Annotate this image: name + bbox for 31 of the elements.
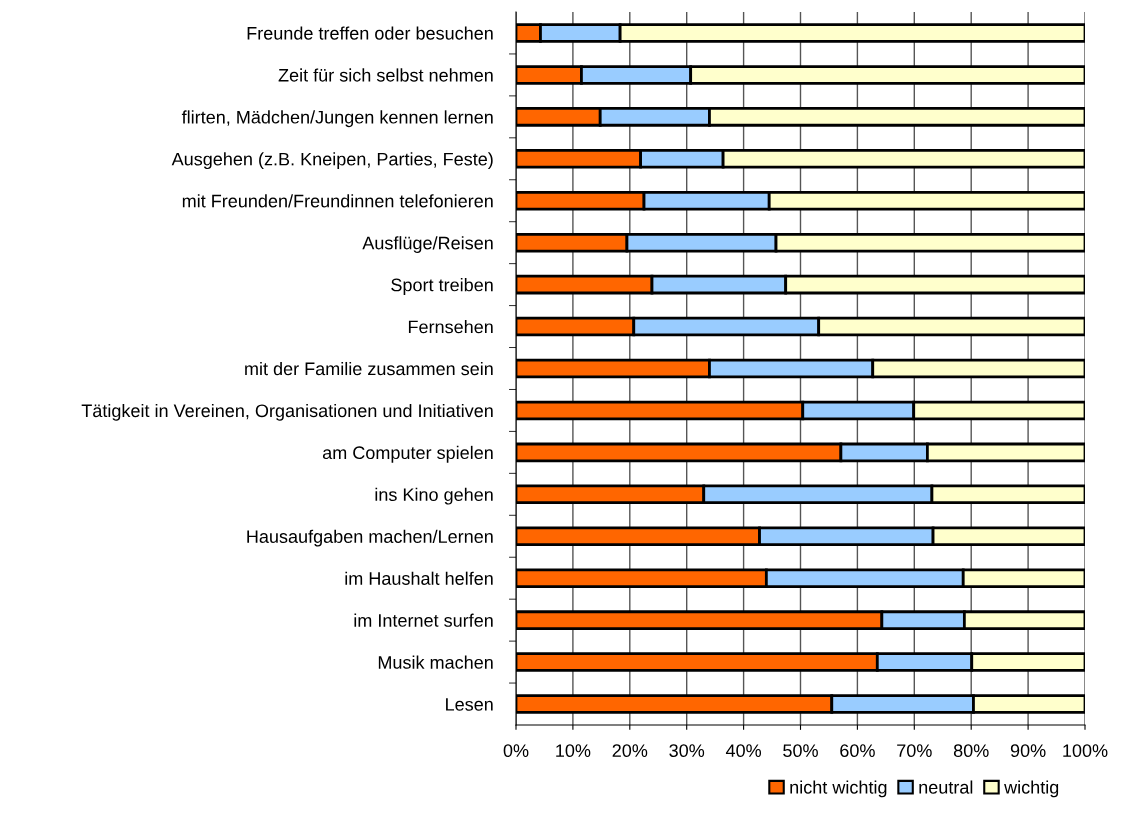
legend-label: nicht wichtig	[790, 780, 887, 798]
x-tick-label: 90%	[1010, 744, 1046, 758]
x-tick-label: 0%	[503, 744, 529, 758]
y-tick-label: flirten, Mädchen/Jungen kennen lernen	[181, 110, 493, 128]
y-tick-label: Sport treiben	[391, 278, 493, 295]
y-tick-label: Musik machen	[378, 655, 493, 669]
x-tick-label: 20%	[612, 744, 648, 758]
y-tick-label: im Haushalt helfen	[345, 571, 493, 585]
x-tick-label: 30%	[669, 744, 705, 758]
y-tick-label: Lesen	[446, 698, 493, 711]
y-tick-label: Tätigkeit in Vereinen, Organisationen und Initiativen	[81, 403, 493, 421]
x-tick-label: 10%	[556, 744, 591, 758]
x-tick-label: 70%	[897, 744, 932, 758]
y-tick-label: mit Freunden/Freundinnen telefonieren	[182, 194, 493, 208]
y-tick-label: im Internet surfen	[354, 613, 493, 627]
x-tick-label: 80%	[953, 744, 989, 758]
y-tick-label: Ausflüge/Reisen	[362, 236, 493, 253]
y-tick-label: Freunde treffen oder besuchen	[247, 26, 493, 40]
y-tick-label: am Computer spielen	[322, 445, 493, 463]
x-tick-label: 50%	[783, 744, 818, 758]
legend-label: neutral	[919, 780, 973, 794]
y-tick-label: Hausaufgaben machen/Lernen	[247, 529, 493, 547]
x-tick-label: 100%	[1063, 744, 1108, 758]
y-tick-label: Ausgehen (z.B. Kneipen, Parties, Feste)	[171, 152, 493, 170]
x-tick-label: 40%	[725, 744, 762, 758]
y-tick-label: Zeit für sich selbst nehmen	[278, 68, 493, 82]
legend-label: wichtig	[1004, 780, 1059, 798]
y-tick-label: mit der Familie zusammen sein	[245, 361, 493, 376]
x-tick-label: 60%	[840, 744, 875, 758]
y-tick-label: Fernsehen	[408, 320, 493, 334]
y-tick-label: ins Kino gehen	[375, 487, 493, 505]
